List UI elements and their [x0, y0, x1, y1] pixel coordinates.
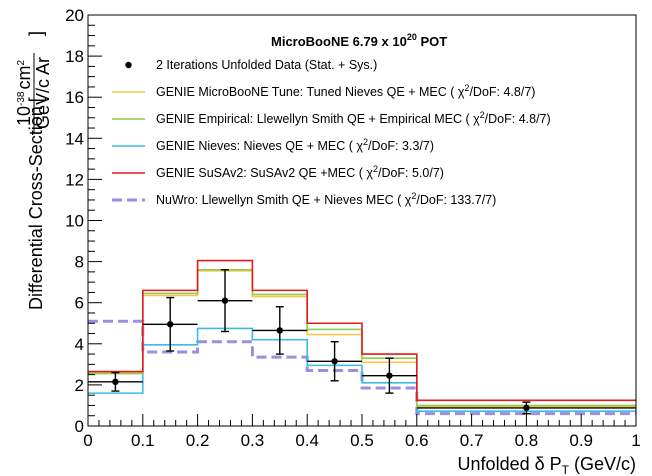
series-line-0	[88, 270, 636, 408]
series-line-1	[88, 269, 636, 407]
legend-label: NuWro: Llewellyn Smith QE + Nieves MEC (…	[156, 191, 496, 207]
x-tick-label: 0.4	[295, 431, 319, 450]
chart-title: MicroBooNE 6.79 x 1020 POT	[271, 32, 447, 49]
data-point-marker	[386, 372, 393, 379]
x-tick-label: 0.3	[241, 431, 265, 450]
x-tick-label: 1	[631, 431, 640, 450]
unfolded-data-points	[88, 269, 636, 415]
y-axis-title-main: Differential Cross-Section[	[26, 97, 46, 310]
data-point-marker	[221, 297, 229, 304]
legend: 2 Iterations Unfolded Data (Stat. + Sys.…	[112, 58, 551, 207]
x-tick-label: 0.9	[569, 431, 593, 450]
y-axis-title-denominator: GeV/c Ar	[33, 57, 53, 129]
series-line-3	[88, 259, 636, 402]
data-point	[142, 296, 198, 352]
data-point	[416, 401, 636, 415]
y-tick-label: 14	[65, 129, 84, 148]
legend-label: GENIE MicroBooNE Tune: Tuned Nieves QE +…	[156, 83, 535, 99]
y-axis-title-fraction: 10-38cm2 GeV/c Ar	[14, 53, 53, 133]
x-tick-label: 0.5	[350, 431, 374, 450]
y-tick-label: 10	[65, 212, 84, 231]
legend-entry-data: 2 Iterations Unfolded Data (Stat. + Sys.…	[125, 58, 377, 72]
data-point-marker	[523, 404, 530, 412]
data-point-marker	[276, 327, 283, 334]
y-tick-label: 20	[65, 6, 84, 25]
legend-label: 2 Iterations Unfolded Data (Stat. + Sys.…	[156, 58, 377, 72]
x-tick-label: 0.2	[186, 431, 210, 450]
legend-entry-3: GENIE SuSAv2: SuSAv2 QE +MEC ( χ2/DoF: 5…	[112, 164, 444, 180]
y-tick-label: 2	[75, 376, 84, 395]
y-axis-title-numerator: 10-38cm2	[14, 60, 34, 126]
x-axis-title: Unfolded δ PT (GeV/c)	[458, 454, 636, 476]
y-axis-title: Differential Cross-Section[ 10-38cm2 GeV…	[14, 31, 53, 310]
y-tick-label: 8	[75, 253, 84, 272]
data-point	[307, 341, 362, 382]
data-point-marker	[331, 358, 338, 365]
y-tick-label: 0	[75, 417, 84, 436]
legend-entry-4: NuWro: Llewellyn Smith QE + Nieves MEC (…	[112, 191, 496, 207]
x-tick-label: 0	[83, 431, 92, 450]
x-tick-label: 0.7	[460, 431, 484, 450]
y-tick-label: 18	[65, 47, 84, 66]
plot-frame	[87, 14, 637, 427]
data-point	[252, 306, 308, 355]
y-tick-label: 16	[65, 88, 84, 107]
data-point-marker	[112, 378, 119, 386]
x-tick-label: 0.6	[405, 431, 429, 450]
legend-entry-0: GENIE MicroBooNE Tune: Tuned Nieves QE +…	[112, 83, 535, 99]
model-histograms	[88, 259, 636, 416]
data-point-marker	[167, 321, 174, 328]
y-tick-label: 4	[75, 335, 84, 354]
tick-labels: 0 0.1 0.2 0.3 0.4 0.5 0.6 0.7 0.8 0.9 102468101214…	[65, 6, 641, 450]
legend-entry-1: GENIE Empirical: Llewellyn Smith QE + Em…	[112, 110, 551, 126]
legend-entry-2: GENIE Nieves: Nieves QE + MEC ( χ2/DoF: …	[112, 137, 434, 153]
legend-label: GENIE SuSAv2: SuSAv2 QE +MEC ( χ2/DoF: 5…	[156, 164, 444, 180]
x-tick-label: 0.1	[131, 431, 155, 450]
x-tick-label: 0.8	[515, 431, 539, 450]
data-point	[197, 269, 253, 333]
y-tick-label: 6	[75, 294, 84, 313]
legend-label: GENIE Nieves: Nieves QE + MEC ( χ2/DoF: …	[156, 137, 434, 153]
axes	[87, 14, 637, 427]
legend-data-marker	[125, 61, 132, 69]
data-point	[362, 357, 417, 394]
y-axis-title-bracket: ]	[26, 31, 46, 36]
y-tick-label: 12	[65, 170, 84, 189]
data-point	[88, 371, 143, 392]
series-line-4	[88, 319, 636, 416]
legend-label: GENIE Empirical: Llewellyn Smith QE + Em…	[156, 110, 551, 126]
